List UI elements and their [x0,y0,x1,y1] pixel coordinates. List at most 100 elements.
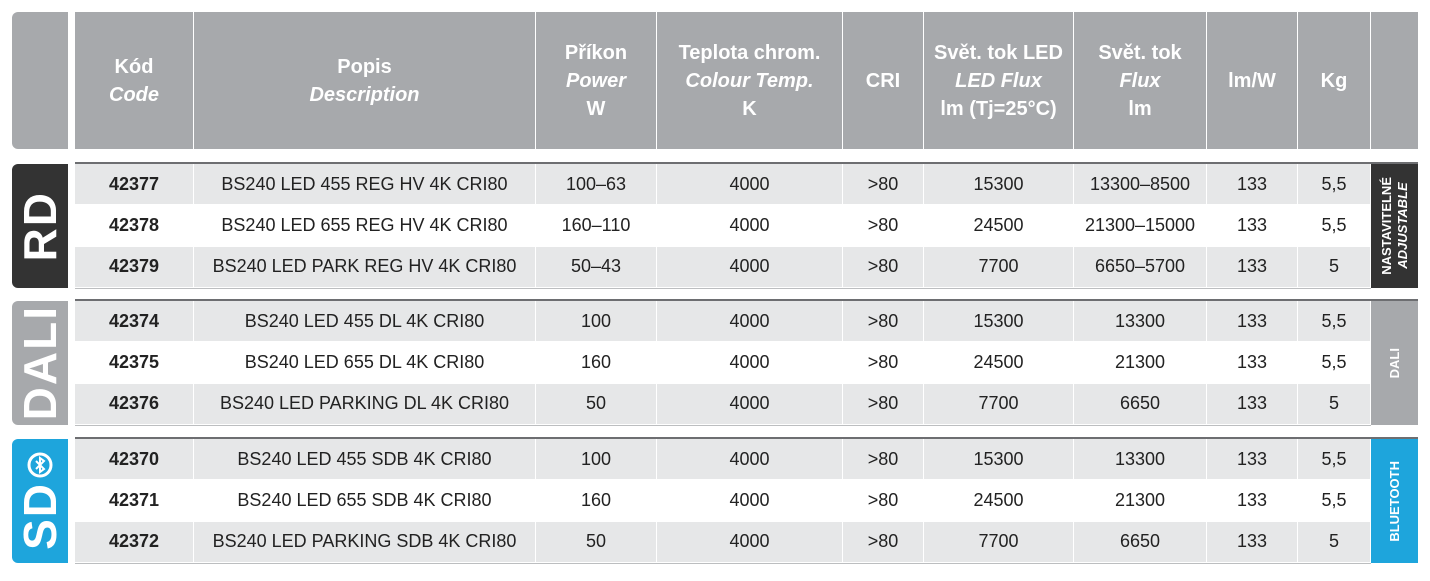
side-text: NASTAVITELNÉ [1378,177,1394,275]
table-cell: 42378 [75,205,193,246]
table-cell: 50 [536,521,656,562]
table-cell: 42372 [75,521,193,562]
group-label-text: RD [14,190,66,262]
group-label-text: DALI [14,305,66,421]
cell-text: 42378 [108,214,160,235]
header-side-left [12,12,68,149]
cell-text: 21300–15000 [1084,214,1196,235]
cell-text: 6650–5700 [1094,256,1186,277]
header-unit: lm [1128,97,1152,120]
table-cell: 24500 [924,480,1073,521]
table-cell: BS240 LED PARK REG HV 4K CRI80 [194,246,535,287]
cell-text: 21300 [1114,489,1166,510]
header-cell: Kg [1298,12,1370,149]
cell-text: 5,5 [1321,351,1347,372]
cell-text: 160 [580,351,612,372]
cell-text: 100–63 [565,173,627,194]
cell-text: 5 [1328,393,1339,414]
cell-text: 133 [1236,531,1268,552]
table-cell: 4000 [657,383,842,424]
header-en: Flux [1119,69,1161,92]
cell-text: >80 [867,531,899,552]
table-cell: 133 [1207,246,1297,287]
cell-text: 5 [1328,256,1339,277]
cell-text: 24500 [973,214,1024,235]
cell-text: 21300 [1114,351,1166,372]
group-top-line [75,437,1418,439]
table-cell: 15300 [924,164,1073,205]
header-cz: Teplota chrom. [678,41,821,64]
cell-text: 5,5 [1321,448,1347,469]
group-top-line [75,299,1418,301]
table-cell: 133 [1207,164,1297,205]
table-cell: 5 [1298,383,1370,424]
table-cell: 42379 [75,246,193,287]
table-cell: 133 [1207,205,1297,246]
header-cz: Příkon [564,41,628,64]
table-cell: 4000 [657,439,842,480]
table-cell: 4000 [657,521,842,562]
cell-text: 4000 [729,531,770,552]
cell-text: BS240 LED 455 DL 4K CRI80 [244,310,485,331]
cell-text: 160–110 [561,214,631,235]
cell-text: 6650 [1119,393,1161,414]
side-text: ADJUSTABLE [1394,182,1410,270]
table-cell: >80 [843,301,923,342]
header-en: Power [565,69,627,92]
table-cell: 5,5 [1298,342,1370,383]
cell-text: 4000 [729,351,770,372]
cell-text: 133 [1236,310,1268,331]
table-cell: 5,5 [1298,439,1370,480]
header-unit: W [586,97,606,120]
header-cell: Teplota chrom. Colour Temp. K [657,12,842,149]
cell-text: BS240 LED 455 SDB 4K CRI80 [237,448,492,469]
header-cell: Popis Description [194,12,535,149]
cell-text: 133 [1236,351,1268,372]
table-cell: >80 [843,205,923,246]
table-cell: >80 [843,521,923,562]
table-cell: BS240 LED 655 REG HV 4K CRI80 [194,205,535,246]
header-cz: Svět. tok LED [934,41,1063,64]
cell-text: 100 [580,310,612,331]
cell-text: >80 [867,393,899,414]
table-cell: 6650 [1074,383,1206,424]
cell-text: 133 [1236,214,1268,235]
table-cell: 133 [1207,342,1297,383]
table-cell: 13300 [1074,439,1206,480]
cell-text: 5 [1328,531,1339,552]
group-top-line [75,162,1418,164]
header-cz: Svět. tok [1098,41,1182,64]
cell-text: 6650 [1119,531,1161,552]
cell-text: 5,5 [1321,489,1347,510]
table-cell: 42370 [75,439,193,480]
group-label: DALI [12,301,68,425]
cell-text: >80 [867,310,899,331]
header-unit: K [742,97,757,120]
cell-text: 4000 [729,173,770,194]
group-side-text: BLUETOOTH [1387,461,1403,542]
table-cell: BS240 LED 455 DL 4K CRI80 [194,301,535,342]
cell-text: BS240 LED 655 DL 4K CRI80 [244,351,485,372]
table-cell: 133 [1207,439,1297,480]
table-cell: 133 [1207,521,1297,562]
table-cell: BS240 LED PARKING SDB 4K CRI80 [194,521,535,562]
table-cell: 21300 [1074,342,1206,383]
table-cell: 42377 [75,164,193,205]
group-side: NASTAVITELNÉ ADJUSTABLE [1371,164,1418,288]
table-cell: 50 [536,383,656,424]
table-cell: >80 [843,342,923,383]
cell-text: 42379 [108,256,160,277]
table-cell: >80 [843,439,923,480]
table-cell: >80 [843,480,923,521]
cell-text: >80 [867,351,899,372]
table-cell: >80 [843,383,923,424]
group-bottom-line [75,562,1371,564]
group-side-text: NASTAVITELNÉ ADJUSTABLE [1379,177,1411,275]
cell-text: 133 [1236,489,1268,510]
header-en: Colour Temp. [685,69,814,92]
cell-text: 13300 [1114,448,1166,469]
header-cz: CRI [865,69,901,92]
cell-text: >80 [867,448,899,469]
cell-text: 133 [1236,173,1268,194]
